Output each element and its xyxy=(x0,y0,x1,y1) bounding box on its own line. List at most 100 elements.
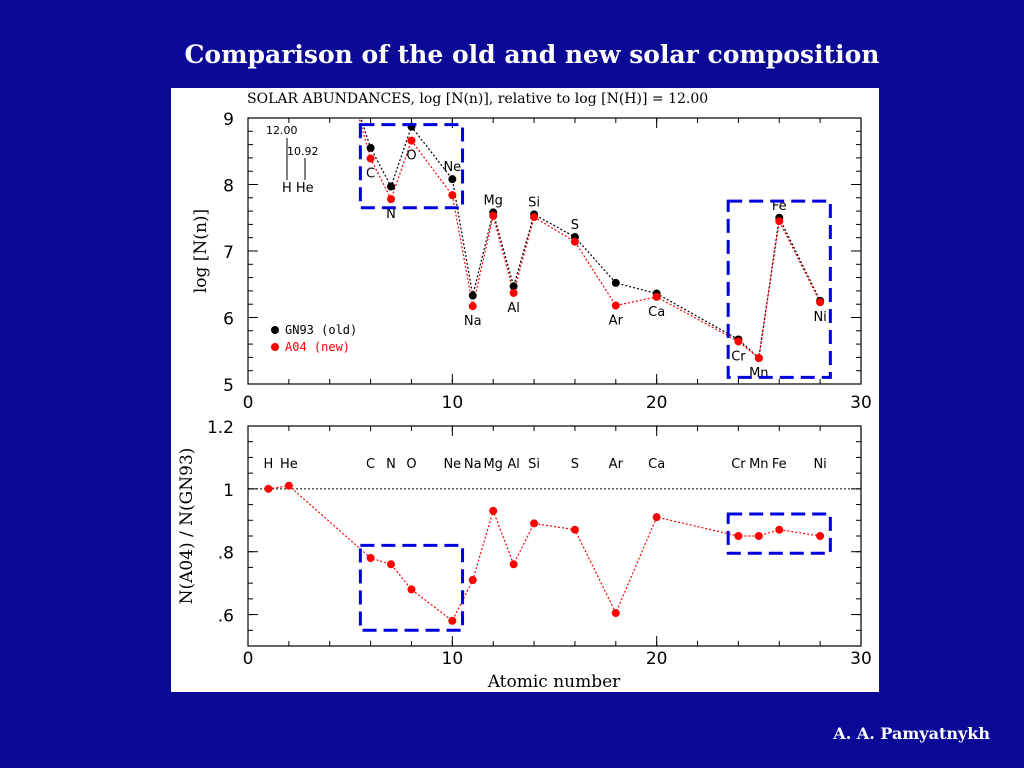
ratio-element-label-mn: Mn xyxy=(749,457,768,472)
element-label-ca: Ca xyxy=(648,305,665,320)
element-label-ar: Ar xyxy=(609,314,624,329)
ratio-point-he xyxy=(284,481,293,490)
element-label-c: C xyxy=(366,167,375,182)
chart-title: SOLAR ABUNDANCES, log [N(n)], relative t… xyxy=(247,91,708,107)
x-tick-label: 20 xyxy=(646,393,668,413)
element-label-s: S xyxy=(571,218,579,233)
ratio-highlight-box-1 xyxy=(358,543,465,632)
top-chart: SOLAR ABUNDANCES, log [N(n)], relative t… xyxy=(191,91,872,413)
x-tick-label: 10 xyxy=(442,649,464,669)
he-abundance-label: 10.92 xyxy=(287,145,319,158)
point-new-mn xyxy=(754,354,763,363)
point-new-s xyxy=(570,237,579,246)
ratio-element-label-ar: Ar xyxy=(609,457,624,472)
point-new-mg xyxy=(489,211,498,220)
ratio-point-mg xyxy=(489,506,498,515)
y-tick-label: 9 xyxy=(223,110,234,130)
ratio-element-label-he: He xyxy=(280,457,298,472)
ratio-element-label-n: N xyxy=(386,457,396,472)
author-credit: A. A. Pamyatnykh xyxy=(833,724,990,743)
point-new-si xyxy=(530,213,539,222)
point-new-cr xyxy=(734,337,743,346)
ratio-element-label-h: H xyxy=(264,457,274,472)
point-old-ne xyxy=(448,175,457,184)
bottom-chart: .6 .8 1 1.2 0 10 20 30 Atomic number N(A04) / N(G… xyxy=(177,418,872,692)
point-old-n xyxy=(387,182,396,191)
x-tick-label: 10 xyxy=(442,393,464,413)
slide-title: Comparison of the old and new solar comp… xyxy=(184,40,880,69)
y-tick-label: .8 xyxy=(218,544,234,564)
ratio-point-mn xyxy=(754,532,763,540)
ratio-point-cr xyxy=(734,532,743,540)
ratio-highlight-box-2 xyxy=(726,512,832,555)
y-tick-label: 1 xyxy=(223,481,234,501)
h-abundance-label: 12.00 xyxy=(266,124,298,137)
legend-label-new: A04 (new) xyxy=(285,340,350,354)
element-label-cr: Cr xyxy=(731,349,746,364)
ratio-point-n xyxy=(387,560,396,569)
x-tick-label: 0 xyxy=(243,649,254,669)
figure-panel: SOLAR ABUNDANCES, log [N(n)], relative t… xyxy=(171,88,879,692)
element-label-mg: Mg xyxy=(483,193,502,208)
y-tick-label: 5 xyxy=(223,376,234,396)
ratio-element-label-cr: Cr xyxy=(731,457,746,472)
ratio-element-label-al: Al xyxy=(507,457,520,472)
element-label-ni: Ni xyxy=(813,310,826,325)
y-tick-label: 6 xyxy=(223,310,234,330)
y-tick-label: .6 xyxy=(218,607,234,627)
legend-label-old: GN93 (old) xyxy=(285,323,357,337)
ratio-point-al xyxy=(509,560,518,569)
point-new-c xyxy=(366,154,375,163)
element-label-si: Si xyxy=(528,195,540,210)
point-old-al xyxy=(509,282,518,291)
h-he-label: H He xyxy=(282,181,314,196)
ratio-element-label-o: O xyxy=(406,457,416,472)
plot-frame xyxy=(247,425,862,647)
abundance-charts: SOLAR ABUNDANCES, log [N(n)], relative t… xyxy=(177,91,872,692)
point-old-na xyxy=(468,291,477,300)
point-new-ar xyxy=(611,301,620,310)
highlight-box-2 xyxy=(726,199,832,379)
ratio-line xyxy=(268,485,821,622)
ratio-point-ar xyxy=(611,609,620,617)
y-tick-label: 8 xyxy=(223,177,234,197)
point-new-na xyxy=(468,302,477,311)
ratio-element-label-ne: Ne xyxy=(443,457,461,472)
ratio-element-label-na: Na xyxy=(464,457,482,472)
element-label-n: N xyxy=(386,207,396,222)
element-label-o: O xyxy=(406,149,416,164)
y-axis-label: N(A04) / N(GN93) xyxy=(177,448,197,605)
element-label-na: Na xyxy=(464,314,482,329)
ratio-point-ni xyxy=(816,532,825,540)
point-new-al xyxy=(509,288,518,297)
ratio-element-label-c: C xyxy=(366,457,375,472)
point-new-n xyxy=(387,195,396,204)
ratio-point-na xyxy=(468,576,477,584)
ratio-point-o xyxy=(407,585,416,594)
ratio-point-h xyxy=(264,484,273,493)
point-new-fe xyxy=(775,217,784,226)
legend-marker-new xyxy=(271,343,279,351)
y-tick-label: 1.2 xyxy=(207,418,234,438)
ratio-element-label-fe: Fe xyxy=(772,457,787,472)
ratio-point-s xyxy=(570,525,579,534)
element-label-ne: Ne xyxy=(443,160,461,175)
point-new-ni xyxy=(816,298,825,307)
x-tick-label: 30 xyxy=(850,649,872,669)
x-tick-label: 0 xyxy=(243,393,254,413)
ratio-element-label-mg: Mg xyxy=(483,457,502,472)
point-new-ne xyxy=(448,191,457,200)
ratio-element-label-ni: Ni xyxy=(813,457,826,472)
x-axis-label: Atomic number xyxy=(487,672,621,692)
x-tick-label: 30 xyxy=(850,393,872,413)
ratio-point-ne xyxy=(448,616,457,625)
ratio-element-label-ca: Ca xyxy=(648,457,665,472)
ratio-element-label-s: S xyxy=(571,457,579,472)
point-old-c xyxy=(366,143,375,152)
y-axis-label: log [N(n)] xyxy=(191,209,211,293)
point-new-o xyxy=(407,136,416,145)
ratio-point-c xyxy=(366,554,375,562)
ratio-element-label-si: Si xyxy=(528,457,540,472)
y-tick-label: 7 xyxy=(223,243,234,263)
ratio-point-si xyxy=(530,519,539,528)
